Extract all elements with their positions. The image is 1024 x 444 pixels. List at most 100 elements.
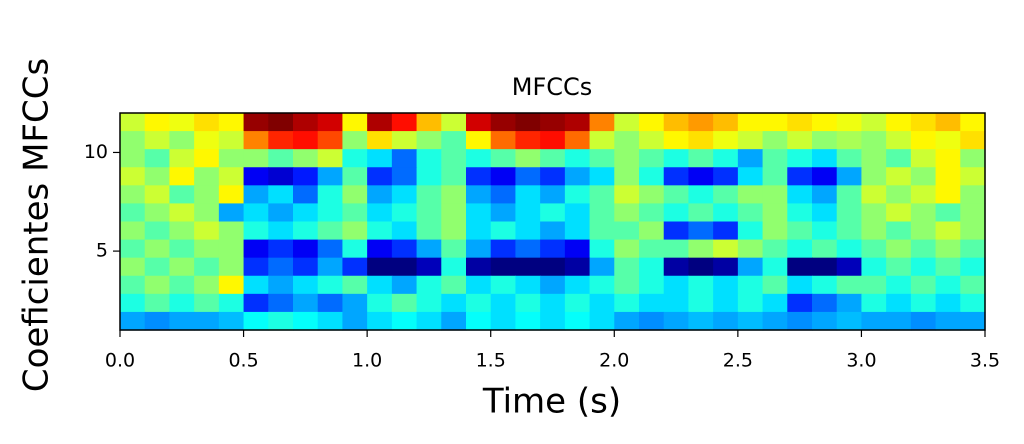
heatmap-cell (416, 167, 442, 186)
heatmap-cell (466, 185, 492, 205)
heatmap-cell (416, 221, 442, 241)
heatmap-cell (886, 221, 912, 241)
heatmap-cell (861, 257, 887, 277)
heatmap-cell (614, 257, 640, 277)
heatmap-cell (614, 239, 640, 259)
heatmap-cell (293, 239, 319, 259)
heatmap-cell (317, 293, 344, 313)
heatmap-cell (243, 293, 269, 313)
heatmap-cell (614, 221, 640, 241)
heatmap-cell (836, 275, 863, 295)
heatmap-cell (787, 149, 813, 168)
heatmap-cell (293, 257, 319, 277)
heatmap-cell (490, 113, 517, 132)
heatmap-cell (243, 311, 269, 331)
heatmap-cell (293, 275, 319, 295)
heatmap-cell (787, 221, 813, 241)
heatmap-cell (861, 203, 887, 223)
heatmap-cell (169, 275, 195, 295)
heatmap-cell (120, 275, 146, 295)
heatmap-cell (218, 149, 245, 168)
heatmap-cell (663, 167, 690, 186)
heatmap-cell (787, 239, 813, 259)
heatmap-cell (194, 113, 220, 132)
heatmap-cell (713, 203, 739, 223)
heatmap-cell (688, 257, 714, 277)
heatmap-cell (836, 293, 863, 313)
heatmap-cell (540, 275, 566, 295)
heatmap-cell (169, 167, 195, 186)
heatmap-cell (342, 293, 368, 313)
heatmap-cell (268, 203, 294, 223)
heatmap-cell (194, 311, 220, 331)
heatmap-cell (787, 113, 813, 132)
heatmap-cell (120, 257, 146, 277)
heatmap-cell (886, 257, 912, 277)
heatmap-cell (441, 221, 467, 241)
heatmap-cell (515, 149, 541, 168)
heatmap-cell (540, 149, 566, 168)
heatmap-cell (812, 203, 838, 223)
heatmap-cell (194, 149, 220, 168)
heatmap-cell (120, 203, 146, 223)
heatmap-cell (169, 203, 195, 223)
heatmap-cell (639, 131, 665, 150)
x-tick-label: 1.0 (352, 350, 382, 372)
heatmap-cell (886, 203, 912, 223)
heatmap-cell (713, 239, 739, 259)
heatmap-cell (317, 113, 344, 132)
heatmap-cell (564, 221, 591, 241)
heatmap-cell (663, 203, 690, 223)
heatmap-cell (144, 311, 171, 331)
y-axis-label: Coeficientes MFCCs (17, 58, 57, 392)
heatmap-cell (391, 185, 418, 205)
heatmap-cell (218, 113, 245, 132)
heatmap-cell (218, 275, 245, 295)
heatmap-cell (144, 149, 171, 168)
heatmap-cell (762, 257, 788, 277)
heatmap-cell (886, 311, 912, 331)
heatmap-cell (144, 257, 171, 277)
heatmap-cell (836, 257, 863, 277)
heatmap-cell (342, 221, 368, 241)
heatmap-cell (218, 203, 245, 223)
heatmap-cell (367, 167, 393, 186)
heatmap-cell (886, 131, 912, 150)
y-tick-label: 5 (96, 240, 108, 262)
heatmap-cell (169, 149, 195, 168)
heatmap-cell (589, 185, 615, 205)
heatmap-cell (441, 239, 467, 259)
heatmap-cell (713, 311, 739, 331)
heatmap-cell (812, 167, 838, 186)
heatmap-cell (589, 221, 615, 241)
heatmap-cell (317, 131, 344, 150)
heatmap-cell (861, 185, 887, 205)
heatmap-cell (737, 239, 764, 259)
heatmap-cell (243, 257, 269, 277)
heatmap-cell (268, 185, 294, 205)
heatmap-cell (564, 149, 591, 168)
heatmap-cell (391, 203, 418, 223)
heatmap-cell (762, 203, 788, 223)
heatmap-cell (614, 149, 640, 168)
heatmap-cell (243, 149, 269, 168)
heatmap-cell (293, 293, 319, 313)
heatmap-cell (391, 257, 418, 277)
heatmap-cell (268, 149, 294, 168)
heatmap-cell (515, 203, 541, 223)
heatmap-cell (861, 131, 887, 150)
heatmap-cell (367, 221, 393, 241)
heatmap-cell (317, 257, 344, 277)
heatmap-cell (391, 221, 418, 241)
heatmap-cell (243, 203, 269, 223)
heatmap-cell (490, 311, 517, 331)
heatmap-cell (564, 203, 591, 223)
heatmap-cell (120, 167, 146, 186)
heatmap-cell (144, 239, 171, 259)
heatmap-cell (416, 131, 442, 150)
heatmap-cell (293, 131, 319, 150)
heatmap-cell (490, 185, 517, 205)
heatmap-cell (762, 113, 788, 132)
heatmap-cell (589, 131, 615, 150)
x-tick-label: 3.5 (970, 350, 1000, 372)
